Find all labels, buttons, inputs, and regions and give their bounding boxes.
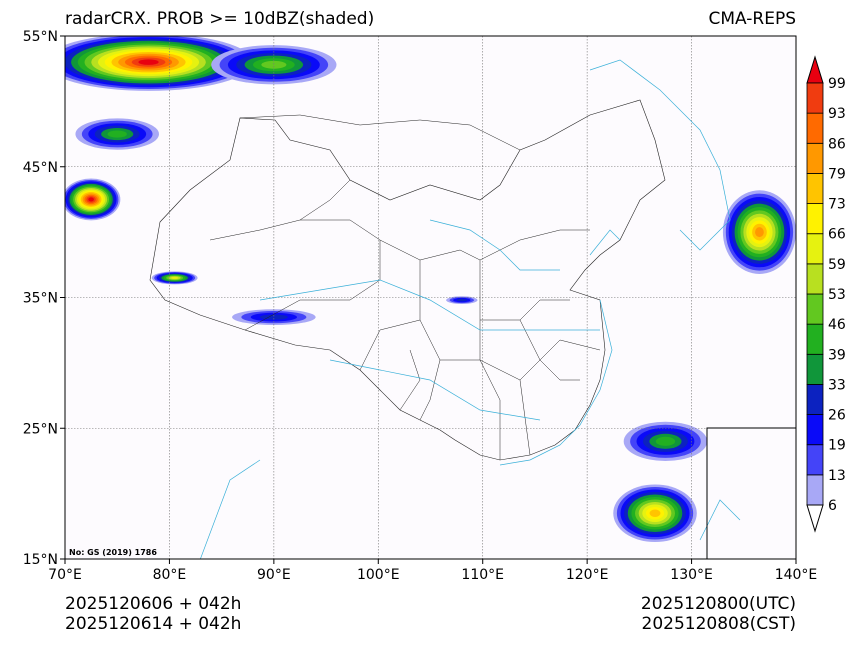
x-tick-label: 70°E — [48, 567, 82, 583]
probability-contour — [261, 60, 287, 69]
probability-contour — [259, 314, 288, 320]
chart-title: radarCRX. PROB >= 10dBZ(shaded) — [65, 9, 375, 29]
y-tick-label: 55°N — [23, 29, 58, 45]
colorbar-label: 26 — [828, 408, 846, 424]
colorbar-segment — [806, 142, 824, 174]
y-tick-label: 25°N — [23, 421, 58, 437]
colorbar-label: 13 — [828, 468, 846, 484]
y-tick-label: 35°N — [23, 291, 58, 307]
x-tick-label: 90°E — [257, 567, 291, 583]
colorbar-label: 86 — [828, 136, 846, 152]
colorbar-label: 59 — [828, 257, 846, 273]
colorbar-segment — [806, 203, 824, 235]
x-tick-label: 110°E — [461, 567, 504, 583]
colorbar-segment — [806, 353, 824, 385]
valid-time-cst: 2025120808(CST) — [641, 614, 796, 634]
probability-contour — [755, 227, 764, 238]
colorbar-label: 39 — [828, 347, 846, 363]
colorbar-label: 6 — [828, 498, 837, 514]
x-tick-label: 130°E — [670, 567, 713, 583]
colorbar-label: 66 — [828, 227, 846, 243]
x-tick-label: 80°E — [153, 567, 187, 583]
colorbar-label: 19 — [828, 438, 846, 454]
colorbar-label: 99 — [828, 76, 846, 92]
colorbar-segment — [806, 444, 824, 476]
colorbar-label: 73 — [828, 197, 846, 213]
colorbar-label: 79 — [828, 166, 846, 182]
colorbar-over-arrow — [806, 55, 824, 84]
probability-contour — [655, 436, 676, 446]
colorbar-segment — [806, 323, 824, 355]
probability-contour — [88, 197, 94, 202]
model-name: CMA-REPS — [708, 9, 796, 29]
colorbar-label: 33 — [828, 377, 846, 393]
init-time-utc: 2025120606 + 042h — [65, 594, 242, 614]
colorbar-segment — [806, 263, 824, 295]
x-tick-label: 140°E — [775, 567, 818, 583]
probability-contour — [171, 276, 179, 279]
y-tick-label: 15°N — [23, 552, 58, 568]
probability-contour — [138, 59, 159, 65]
y-tick-label: 45°N — [23, 160, 58, 176]
colorbar-segment — [806, 82, 824, 114]
colorbar-segment — [806, 384, 824, 415]
colorbar-segment — [806, 112, 824, 144]
colorbar-segment — [806, 414, 824, 446]
probability-contour — [107, 130, 127, 138]
rivers — [259, 219, 600, 421]
colorbar-label: 53 — [828, 287, 846, 303]
china-border — [149, 99, 666, 461]
colorbar-segment — [806, 173, 824, 204]
init-time-cst: 2025120614 + 042h — [65, 614, 242, 634]
x-tick-label: 100°E — [357, 567, 400, 583]
colorbar-segment — [806, 233, 824, 265]
colorbar-label: 93 — [828, 106, 846, 122]
colorbar-segment — [806, 474, 824, 506]
colorbar-label: 46 — [828, 317, 846, 333]
valid-time-utc: 2025120800(UTC) — [640, 594, 796, 614]
colorbar-segment — [806, 293, 824, 325]
coastline — [200, 59, 741, 559]
probability-contour — [456, 298, 468, 302]
mongolia-border — [239, 114, 521, 151]
x-tick-label: 120°E — [566, 567, 609, 583]
map-approval-note: No: GS (2019) 1786 — [69, 548, 157, 557]
probability-contour — [649, 509, 661, 517]
colorbar-under-arrow — [806, 504, 824, 533]
